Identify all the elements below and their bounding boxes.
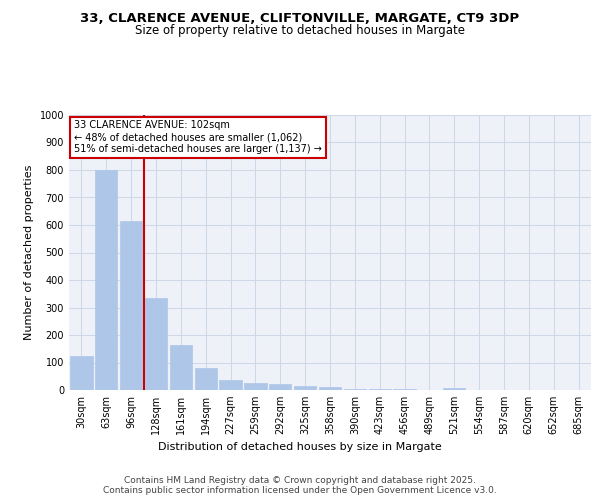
- Text: Contains HM Land Registry data © Crown copyright and database right 2025.
Contai: Contains HM Land Registry data © Crown c…: [103, 476, 497, 495]
- Text: Distribution of detached houses by size in Margate: Distribution of detached houses by size …: [158, 442, 442, 452]
- Bar: [443, 388, 466, 390]
- Bar: [194, 368, 217, 390]
- Bar: [220, 380, 242, 390]
- Bar: [319, 387, 341, 390]
- Bar: [269, 384, 292, 390]
- Text: 33, CLARENCE AVENUE, CLIFTONVILLE, MARGATE, CT9 3DP: 33, CLARENCE AVENUE, CLIFTONVILLE, MARGA…: [80, 12, 520, 26]
- Bar: [95, 170, 118, 390]
- Text: 33 CLARENCE AVENUE: 102sqm
← 48% of detached houses are smaller (1,062)
51% of s: 33 CLARENCE AVENUE: 102sqm ← 48% of deta…: [74, 120, 322, 154]
- Bar: [170, 344, 192, 390]
- Bar: [344, 388, 366, 390]
- Bar: [120, 221, 142, 390]
- Bar: [70, 356, 92, 390]
- Y-axis label: Number of detached properties: Number of detached properties: [24, 165, 34, 340]
- Bar: [294, 386, 316, 390]
- Bar: [368, 388, 391, 390]
- Text: Size of property relative to detached houses in Margate: Size of property relative to detached ho…: [135, 24, 465, 37]
- Bar: [145, 298, 167, 390]
- Bar: [244, 383, 266, 390]
